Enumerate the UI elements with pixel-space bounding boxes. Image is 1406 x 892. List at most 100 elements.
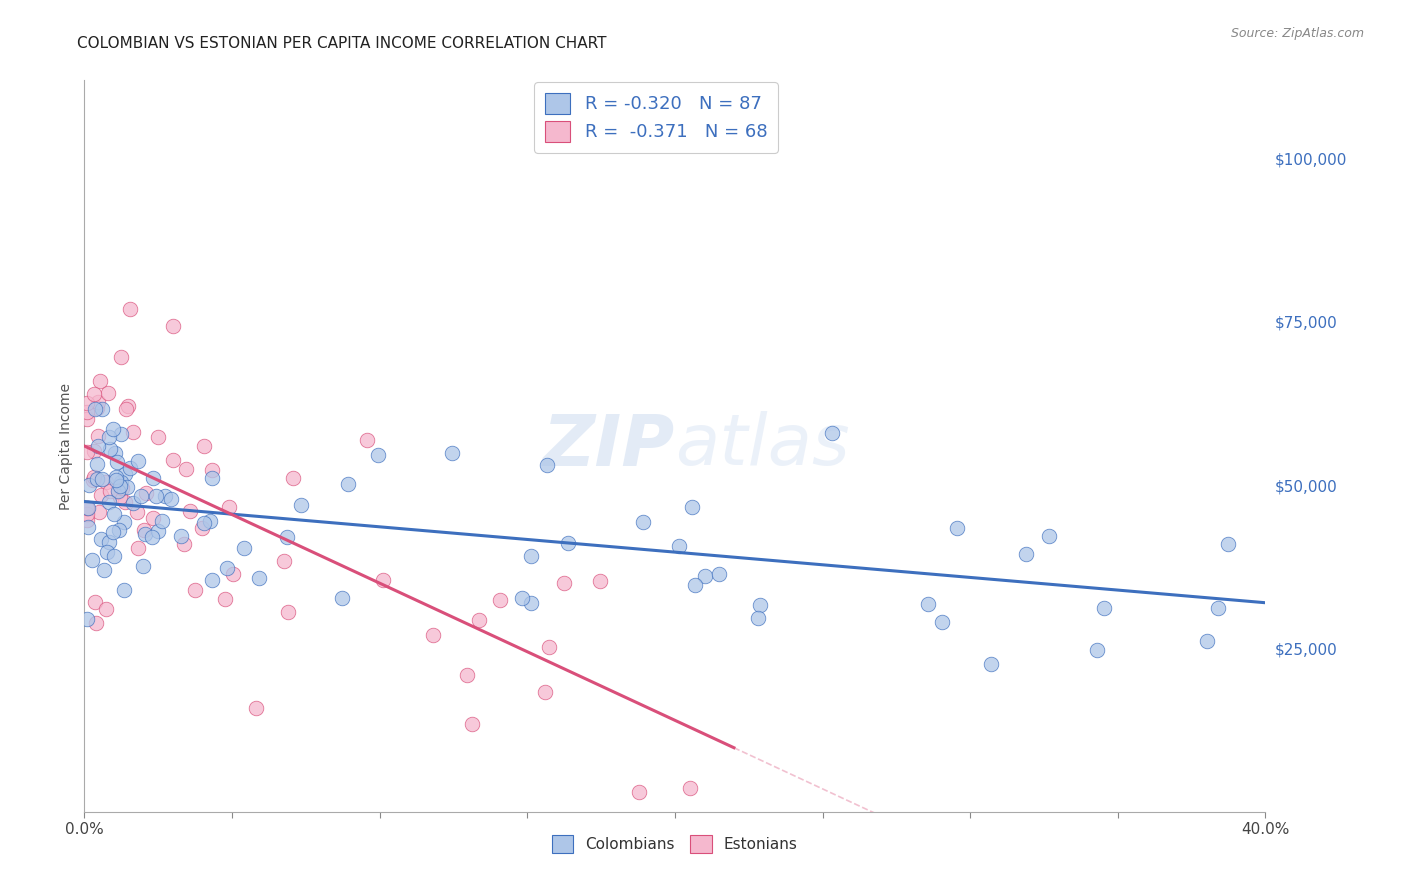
Point	[86, 472, 108, 486]
Point	[93, 563, 115, 577]
Point	[190, 521, 212, 535]
Point	[519, 596, 541, 610]
Point	[112, 582, 135, 597]
Point	[127, 454, 149, 468]
Point	[141, 530, 163, 544]
Point	[127, 505, 149, 519]
Point	[183, 583, 205, 598]
Point	[980, 657, 1002, 671]
Point	[77, 519, 100, 533]
Point	[557, 535, 579, 549]
Point	[748, 599, 770, 613]
Point	[247, 571, 270, 585]
Point	[107, 484, 129, 499]
Point	[114, 467, 136, 482]
Point	[917, 597, 939, 611]
Point	[142, 511, 165, 525]
Point	[127, 541, 149, 555]
Point	[628, 785, 651, 799]
Point	[553, 576, 575, 591]
Point	[456, 668, 478, 682]
Point	[510, 591, 533, 606]
Point	[222, 566, 245, 581]
Point	[931, 615, 953, 629]
Point	[162, 453, 184, 467]
Point	[519, 549, 541, 563]
Point	[76, 396, 98, 410]
Point	[117, 400, 139, 414]
Point	[76, 513, 98, 527]
Point	[1015, 547, 1038, 561]
Point	[110, 475, 132, 490]
Point	[214, 592, 236, 607]
Point	[200, 514, 222, 528]
Point	[96, 544, 118, 558]
Point	[108, 490, 131, 504]
Point	[122, 425, 145, 439]
Point	[679, 780, 702, 795]
Point	[97, 430, 120, 444]
Point	[83, 470, 105, 484]
Point	[170, 529, 193, 543]
Point	[371, 573, 394, 587]
Point	[112, 515, 135, 529]
Point	[118, 461, 141, 475]
Point	[105, 455, 128, 469]
Point	[468, 613, 491, 627]
Point	[76, 501, 98, 516]
Point	[201, 463, 224, 477]
Point	[115, 479, 138, 493]
Point	[193, 439, 215, 453]
Point	[94, 601, 117, 615]
Point	[101, 422, 124, 436]
Point	[273, 554, 295, 568]
Legend: Colombians, Estonians: Colombians, Estonians	[546, 829, 804, 859]
Point	[80, 553, 103, 567]
Point	[107, 483, 129, 498]
Point	[118, 302, 141, 317]
Point	[142, 470, 165, 484]
Point	[115, 402, 138, 417]
Point	[108, 523, 131, 537]
Point	[132, 523, 155, 537]
Point	[179, 504, 201, 518]
Point	[87, 429, 110, 443]
Point	[97, 534, 120, 549]
Point	[76, 412, 98, 426]
Point	[82, 473, 104, 487]
Point	[1195, 633, 1218, 648]
Point	[201, 574, 224, 588]
Point	[76, 508, 98, 522]
Point	[162, 319, 184, 334]
Point	[83, 443, 105, 458]
Point	[90, 473, 112, 487]
Point	[441, 446, 464, 460]
Text: Source: ZipAtlas.com: Source: ZipAtlas.com	[1230, 27, 1364, 40]
Point	[86, 401, 108, 415]
Point	[83, 595, 105, 609]
Point	[76, 405, 98, 419]
Point	[114, 495, 136, 509]
Point	[747, 611, 769, 625]
Point	[461, 717, 484, 731]
Text: ZIP: ZIP	[543, 411, 675, 481]
Point	[105, 474, 128, 488]
Point	[77, 477, 100, 491]
Point	[76, 612, 98, 626]
Point	[104, 446, 127, 460]
Point	[90, 488, 112, 502]
Point	[135, 486, 157, 500]
Point	[105, 469, 128, 483]
Point	[336, 477, 359, 491]
Point	[215, 561, 238, 575]
Point	[707, 567, 730, 582]
Point	[98, 442, 121, 457]
Point	[290, 499, 312, 513]
Point	[588, 574, 610, 588]
Point	[537, 640, 560, 654]
Point	[132, 559, 155, 574]
Point	[96, 385, 118, 400]
Point	[111, 481, 134, 495]
Y-axis label: Per Capita Income: Per Capita Income	[59, 383, 73, 509]
Point	[103, 549, 125, 563]
